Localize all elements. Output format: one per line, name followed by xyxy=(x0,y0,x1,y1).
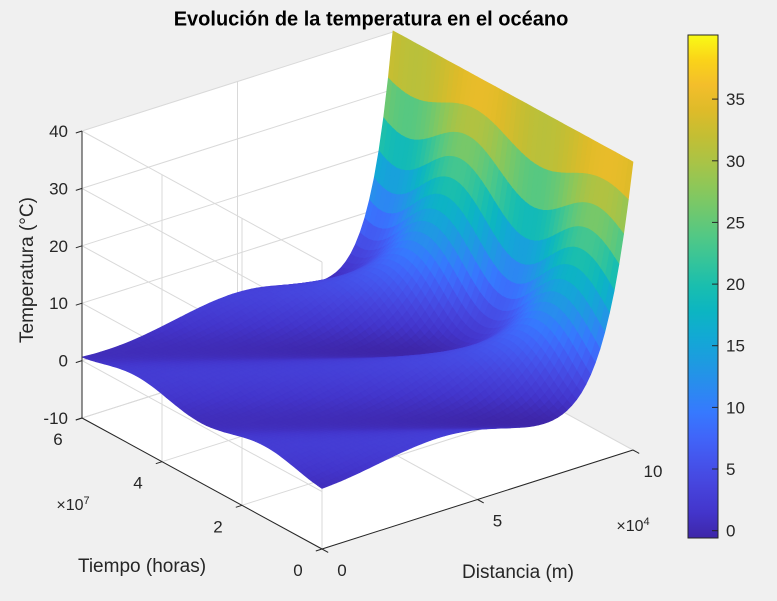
time-axis-exponent: ×107 xyxy=(56,494,90,515)
colorbar-tick-label: 10 xyxy=(726,398,745,417)
plot-title: Evolución de la temperatura en el océano xyxy=(173,8,569,31)
temperature-surface xyxy=(81,30,634,489)
colorbar-tick-label: 35 xyxy=(726,90,745,109)
distance-tick-label: 10 xyxy=(644,462,663,481)
time-axis-label: Tiempo (horas) xyxy=(77,556,207,577)
colorbar-tick-label: 5 xyxy=(726,460,735,479)
time-tick-label: 4 xyxy=(133,474,142,493)
tick-labels: -10 0 10 20 30 40 0 2 4 6 0 5 10 xyxy=(43,122,662,580)
temperature-tick-label: 40 xyxy=(49,122,68,141)
temperature-tick-label: 0 xyxy=(59,352,68,371)
temperature-tick-label: 10 xyxy=(49,294,68,313)
distance-tick-label: 5 xyxy=(493,511,502,530)
colorbar-tick-label: 15 xyxy=(726,337,745,356)
distance-axis-label: Distancia (m) xyxy=(462,562,574,583)
colorbar-tick-label: 0 xyxy=(726,522,735,541)
time-tick-label: 0 xyxy=(293,561,302,580)
temperature-tick-label: -10 xyxy=(43,409,68,428)
temperature-axis-label: Temperatura (°C) xyxy=(17,197,38,343)
distance-tick-label: 0 xyxy=(337,561,346,580)
colorbar: 0 5 10 15 20 25 30 35 xyxy=(687,34,745,541)
colorbar-tick-label: 20 xyxy=(726,275,745,294)
time-tick-label: 2 xyxy=(213,517,222,536)
axis-lines xyxy=(75,130,640,553)
colorbar-gradient xyxy=(687,34,719,539)
colorbar-tick-label: 25 xyxy=(726,213,745,232)
colorbar-tick-label: 30 xyxy=(726,152,745,171)
temperature-tick-label: 30 xyxy=(49,179,68,198)
temperature-tick-label: 20 xyxy=(49,237,68,256)
time-tick-label: 6 xyxy=(53,430,62,449)
distance-axis-exponent: ×104 xyxy=(616,515,650,536)
